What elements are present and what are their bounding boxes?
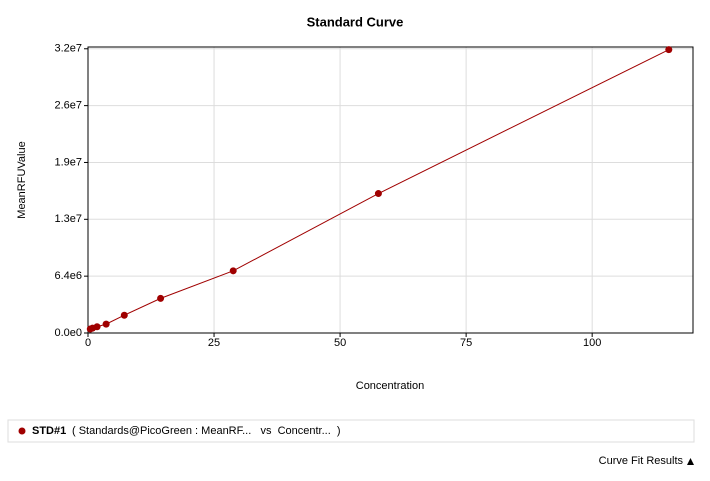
y-tick-label: 1.3e7 (54, 213, 82, 225)
x-tick-label: 50 (334, 337, 346, 349)
y-tick-label: 3.2e7 (54, 43, 82, 55)
x-axis-label: Concentration (356, 380, 425, 392)
x-tick-label: 100 (583, 337, 601, 349)
series-line (90, 49, 670, 330)
y-tick-label: 6.4e6 (54, 270, 82, 282)
data-point (93, 323, 101, 331)
y-tick-label: 2.6e7 (54, 100, 82, 112)
legend: STD#1 ( Standards@PicoGreen : MeanRF... v… (18, 425, 341, 437)
legend-detail: ( Standards@PicoGreen : MeanRF... vs Con… (72, 425, 341, 437)
data-point (665, 46, 673, 54)
x-tick-label: 25 (208, 337, 220, 349)
y-tick-label: 0.0e0 (54, 327, 82, 339)
data-point (374, 190, 382, 198)
expand-icon[interactable] (687, 458, 694, 465)
legend-name: STD#1 (32, 425, 66, 437)
y-tick-label: 1.9e7 (54, 156, 82, 168)
data-point (102, 320, 110, 328)
plot-frame (87, 46, 694, 334)
plot-area: 0.0e0 6.4e6 1.3e7 1.9e7 2.6e7 3.2e7 0 25 50 75 100 (54, 43, 694, 349)
legend-box (7, 419, 695, 443)
curve-fit-button[interactable]: Curve Fit Results (599, 455, 684, 467)
data-point (229, 267, 237, 275)
x-tick-label: 0 (85, 337, 91, 349)
y-axis-label: MeanRFUValue (16, 141, 28, 218)
legend-marker (18, 427, 26, 435)
data-point (157, 294, 165, 302)
chart-title: Standard Curve (307, 14, 404, 29)
data-point (120, 311, 128, 319)
x-tick-label: 75 (460, 337, 472, 349)
